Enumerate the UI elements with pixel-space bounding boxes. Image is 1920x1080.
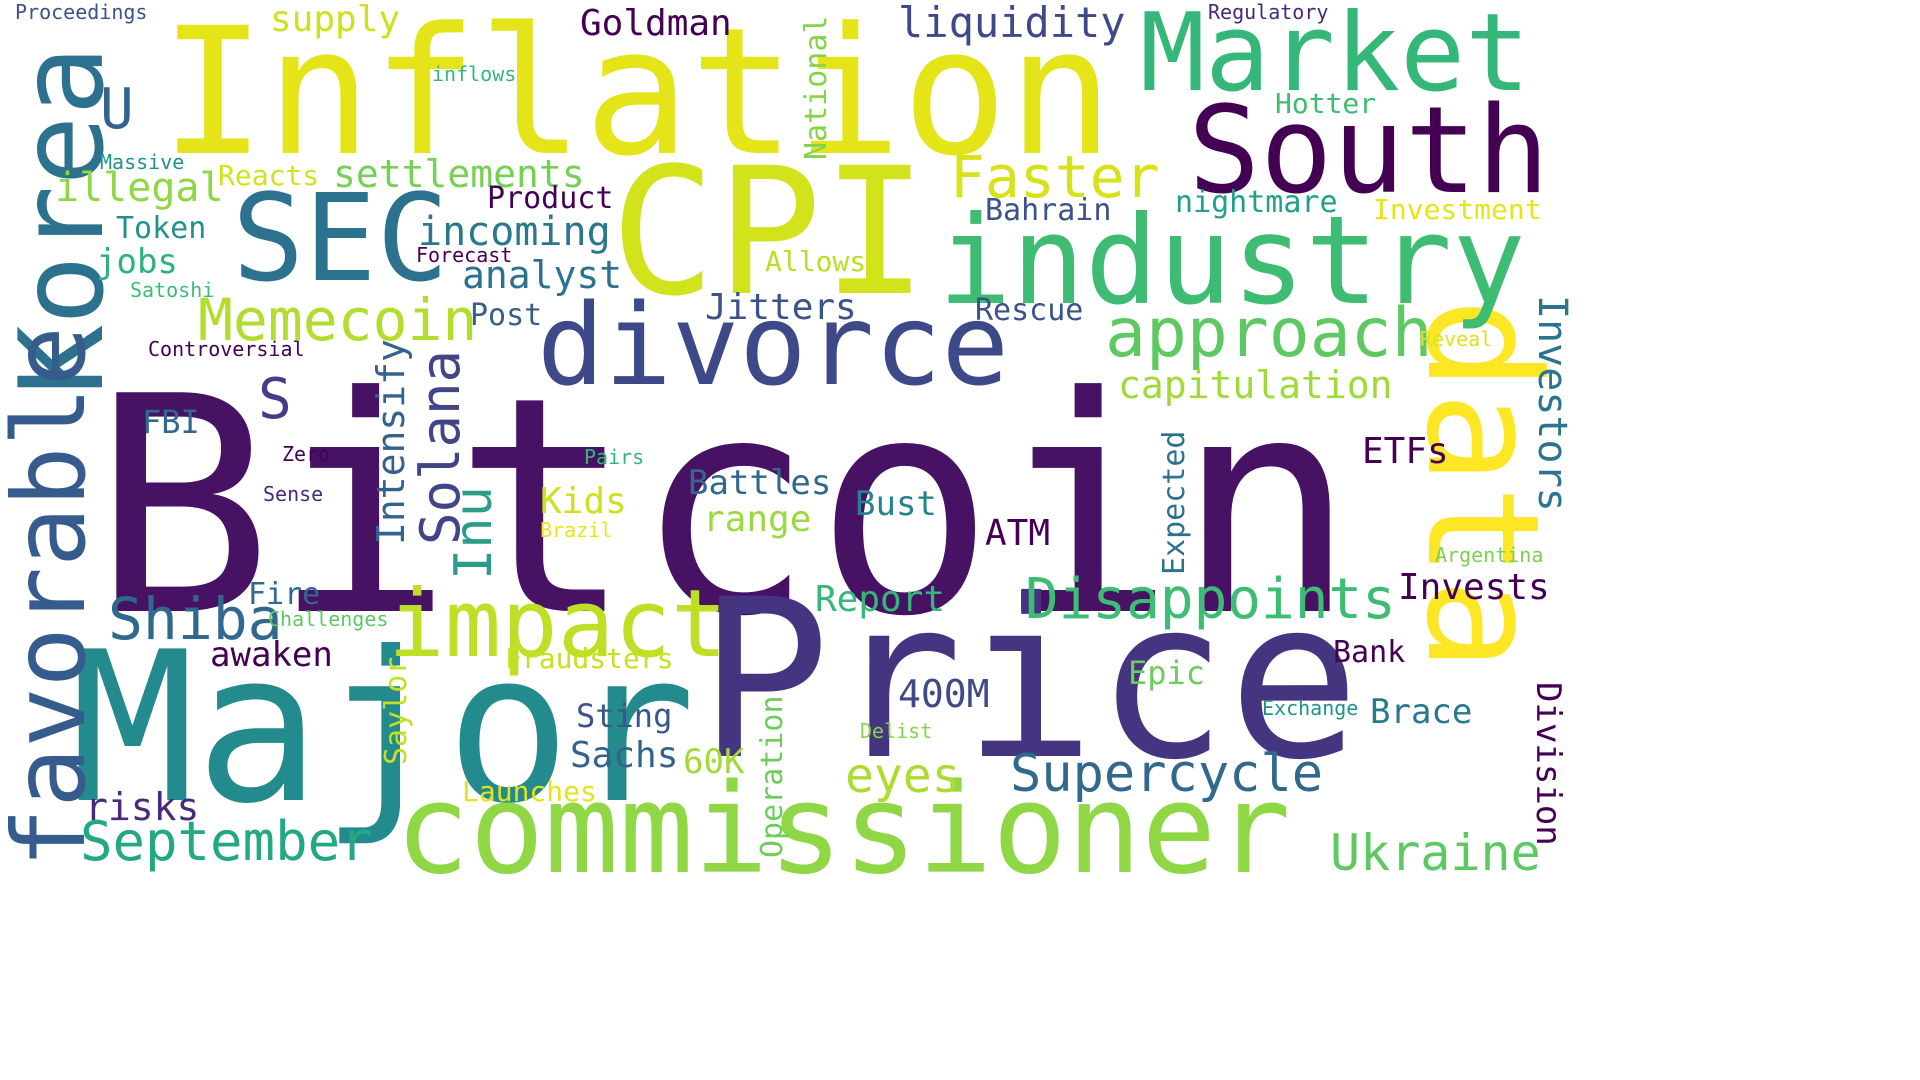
word-regulatory: Regulatory (1208, 0, 1329, 24)
word-delist: Delist (860, 719, 933, 743)
word-etfs: ETFs (1362, 431, 1449, 472)
word-capitulation: capitulation (1118, 363, 1393, 407)
word-fire: Fire (248, 577, 321, 612)
word-post: Post (470, 298, 543, 333)
word-investment: Investment (1373, 193, 1542, 226)
word-reacts: Reacts (218, 159, 320, 192)
word-incoming: incoming (418, 209, 611, 255)
word-illegal: illegal (55, 165, 224, 211)
word-product: Product (487, 181, 614, 216)
word-nightmare: nightmare (1175, 185, 1338, 220)
word-forecast: Forecast (416, 243, 513, 267)
word-sting: Sting (576, 697, 673, 735)
word-rescue: Rescue (975, 293, 1084, 328)
word-inu: Inu (444, 486, 504, 580)
word-sec: SEC (232, 170, 449, 309)
word-exchange: Exchange (1262, 696, 1359, 720)
word-liquidity: liquidity (898, 0, 1126, 47)
word-brace: Brace (1370, 692, 1473, 732)
word-cpi: CPI (610, 130, 928, 335)
word-hotter: Hotter (1275, 87, 1377, 120)
word-september: September (80, 810, 373, 873)
word-investors: Investors (1529, 295, 1575, 512)
word-allows: Allows (765, 245, 867, 278)
word-bahrain: Bahrain (985, 193, 1112, 228)
word-proceedings: Proceedings (15, 0, 148, 24)
word-kids: Kids (540, 481, 627, 522)
word-jobs: jobs (96, 242, 178, 282)
word-sachs: Sachs (570, 735, 679, 776)
word-settlements: settlements (333, 152, 585, 196)
word-reveal: Reveal (1420, 327, 1493, 351)
word-report: Report (815, 579, 946, 620)
word-intensify: Intensify (369, 339, 413, 545)
word-zero: Zero (282, 442, 331, 466)
word-battles: Battles (688, 463, 832, 503)
word-inflation: Inflation (160, 0, 1114, 195)
word-expected: Expected (1157, 430, 1192, 576)
word-goldman: Goldman (580, 3, 732, 44)
word-bitcoin: Bitcoin (92, 333, 1357, 682)
word-supply: supply (270, 0, 401, 40)
word-massive: Massive (100, 150, 185, 174)
word-atm: ATM (985, 513, 1051, 554)
word-ukraine: Ukraine (1330, 824, 1541, 882)
word-impact: impact (388, 570, 728, 679)
word-market: Market (1140, 0, 1531, 116)
word-supercycle: Supercycle (1010, 744, 1324, 804)
word-challenges: Challenges (268, 607, 389, 631)
word-national: National (799, 15, 834, 161)
word-controversial: Controversial (148, 337, 305, 361)
word-token: Token (116, 211, 207, 246)
word-inflows: inflows (432, 62, 517, 86)
word-disappoints: Disappoints (1025, 567, 1396, 632)
word-major: Major (70, 608, 697, 850)
word-brazil: Brazil (540, 518, 613, 542)
word-60k: 60K (683, 742, 745, 782)
word-fbi: FBI (142, 403, 200, 441)
word-s: S (258, 367, 292, 432)
word-invests: Invests (1398, 567, 1550, 608)
word-bank: Bank (1333, 635, 1406, 670)
word-jitters: Jitters (705, 287, 857, 328)
word-fraudsters: Fraudsters (505, 642, 674, 675)
word-approach: approach (1105, 294, 1433, 373)
word-satoshi: Satoshi (130, 278, 215, 302)
word-industry: industry (938, 190, 1526, 332)
word-commissioner: commissioner (395, 758, 1291, 902)
word-faster: Faster (950, 143, 1160, 211)
word-division: Division (1528, 682, 1568, 846)
word-divorce: divorce (537, 281, 1010, 411)
word-argentina: Argentina (1435, 543, 1544, 567)
word-analyst: analyst (462, 253, 623, 297)
word-shiba: Shiba (108, 585, 283, 653)
word-price: Price (698, 552, 1361, 808)
word-u: U (100, 77, 134, 142)
word-launches: Launches (462, 775, 597, 808)
word-memecoin: Memecoin (198, 286, 478, 354)
word-awaken: awaken (210, 635, 333, 675)
word-sense: Sense (263, 482, 324, 506)
word-bust: Bust (855, 484, 937, 524)
word-range: range (703, 499, 812, 540)
word-pairs: Pairs (584, 445, 645, 469)
word-south: South (1188, 82, 1550, 221)
word-operation: Operation (755, 695, 790, 858)
word-saylor: Saylor (379, 656, 414, 765)
word-400m: 400M (898, 672, 990, 716)
word-epic: Epic (1128, 654, 1206, 692)
word-risks: risks (85, 785, 200, 829)
word-eyes: eyes (845, 748, 961, 804)
